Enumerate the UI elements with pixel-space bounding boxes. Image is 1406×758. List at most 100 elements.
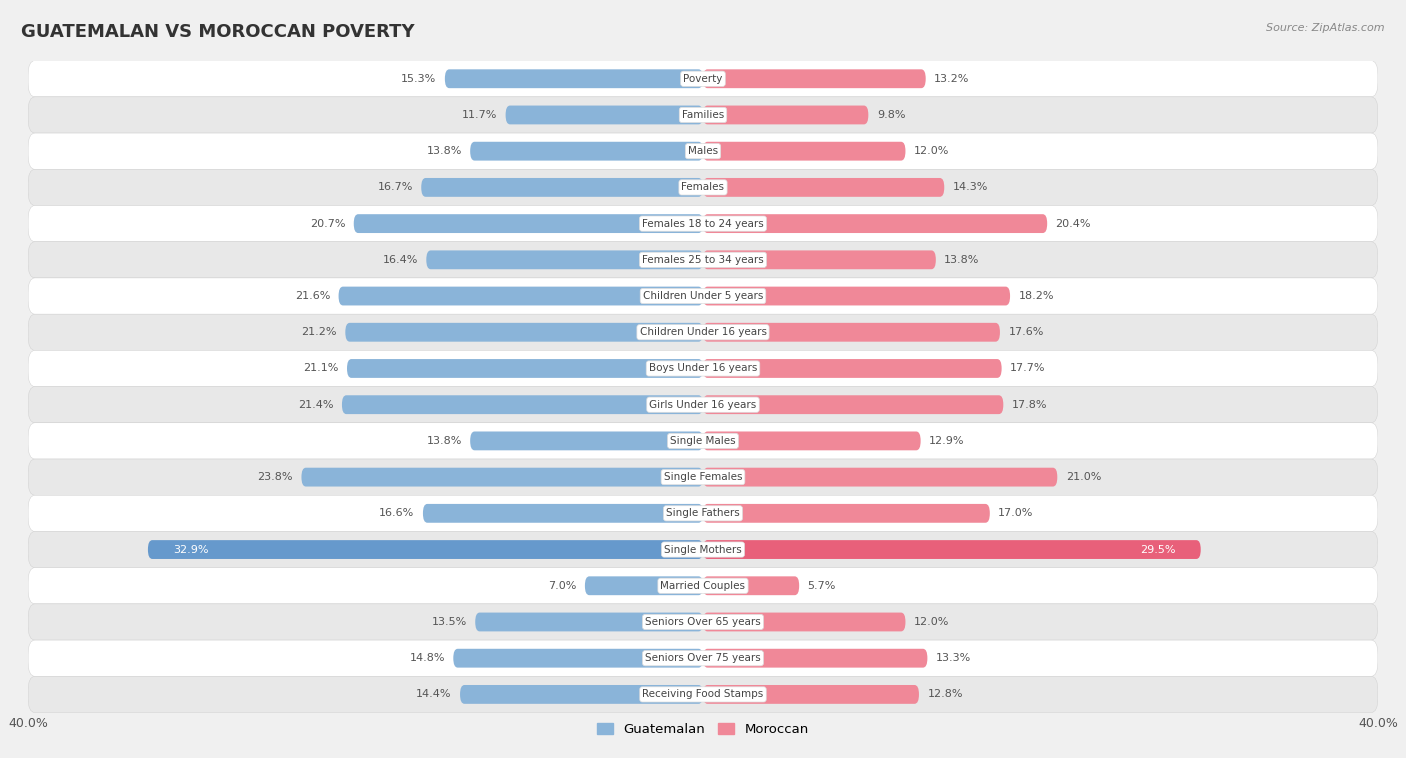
Text: Boys Under 16 years: Boys Under 16 years	[648, 364, 758, 374]
Text: Seniors Over 75 years: Seniors Over 75 years	[645, 653, 761, 663]
FancyBboxPatch shape	[475, 612, 703, 631]
Text: 11.7%: 11.7%	[461, 110, 498, 120]
Text: Single Mothers: Single Mothers	[664, 544, 742, 555]
FancyBboxPatch shape	[703, 105, 869, 124]
FancyBboxPatch shape	[28, 604, 1378, 640]
FancyBboxPatch shape	[28, 459, 1378, 495]
Text: Seniors Over 65 years: Seniors Over 65 years	[645, 617, 761, 627]
FancyBboxPatch shape	[703, 359, 1001, 378]
Text: Families: Families	[682, 110, 724, 120]
Text: 12.9%: 12.9%	[929, 436, 965, 446]
FancyBboxPatch shape	[28, 423, 1378, 459]
FancyBboxPatch shape	[703, 540, 1201, 559]
Text: 32.9%: 32.9%	[173, 544, 208, 555]
Text: 16.7%: 16.7%	[377, 183, 413, 193]
FancyBboxPatch shape	[28, 531, 1378, 568]
FancyBboxPatch shape	[703, 215, 1047, 233]
Text: 21.4%: 21.4%	[298, 399, 333, 409]
FancyBboxPatch shape	[28, 350, 1378, 387]
Text: 17.0%: 17.0%	[998, 509, 1033, 518]
FancyBboxPatch shape	[444, 69, 703, 88]
Text: 15.3%: 15.3%	[401, 74, 436, 83]
Text: Source: ZipAtlas.com: Source: ZipAtlas.com	[1267, 23, 1385, 33]
FancyBboxPatch shape	[703, 431, 921, 450]
Text: 12.0%: 12.0%	[914, 617, 949, 627]
Text: 17.8%: 17.8%	[1012, 399, 1047, 409]
FancyBboxPatch shape	[301, 468, 703, 487]
FancyBboxPatch shape	[354, 215, 703, 233]
Text: Girls Under 16 years: Girls Under 16 years	[650, 399, 756, 409]
Text: 21.0%: 21.0%	[1066, 472, 1101, 482]
Text: 18.2%: 18.2%	[1018, 291, 1054, 301]
Text: 20.7%: 20.7%	[309, 218, 346, 229]
FancyBboxPatch shape	[346, 323, 703, 342]
Text: 21.1%: 21.1%	[304, 364, 339, 374]
Text: Single Males: Single Males	[671, 436, 735, 446]
Text: 13.8%: 13.8%	[426, 436, 461, 446]
FancyBboxPatch shape	[703, 142, 905, 161]
FancyBboxPatch shape	[423, 504, 703, 523]
FancyBboxPatch shape	[426, 250, 703, 269]
Text: 13.2%: 13.2%	[934, 74, 970, 83]
Text: 12.0%: 12.0%	[914, 146, 949, 156]
FancyBboxPatch shape	[339, 287, 703, 305]
FancyBboxPatch shape	[703, 468, 1057, 487]
Text: 14.4%: 14.4%	[416, 690, 451, 700]
Text: 21.2%: 21.2%	[301, 327, 337, 337]
FancyBboxPatch shape	[703, 504, 990, 523]
Text: Females 18 to 24 years: Females 18 to 24 years	[643, 218, 763, 229]
FancyBboxPatch shape	[470, 431, 703, 450]
FancyBboxPatch shape	[28, 205, 1378, 242]
FancyBboxPatch shape	[422, 178, 703, 197]
Text: 23.8%: 23.8%	[257, 472, 292, 482]
FancyBboxPatch shape	[703, 323, 1000, 342]
FancyBboxPatch shape	[148, 540, 703, 559]
FancyBboxPatch shape	[703, 287, 1010, 305]
Legend: Guatemalan, Moroccan: Guatemalan, Moroccan	[592, 718, 814, 742]
FancyBboxPatch shape	[28, 676, 1378, 713]
Text: 14.3%: 14.3%	[953, 183, 988, 193]
FancyBboxPatch shape	[28, 495, 1378, 531]
FancyBboxPatch shape	[703, 576, 799, 595]
FancyBboxPatch shape	[28, 61, 1378, 97]
FancyBboxPatch shape	[470, 142, 703, 161]
FancyBboxPatch shape	[703, 250, 936, 269]
Text: 20.4%: 20.4%	[1056, 218, 1091, 229]
FancyBboxPatch shape	[703, 178, 945, 197]
Text: GUATEMALAN VS MOROCCAN POVERTY: GUATEMALAN VS MOROCCAN POVERTY	[21, 23, 415, 41]
Text: 17.7%: 17.7%	[1010, 364, 1046, 374]
FancyBboxPatch shape	[28, 97, 1378, 133]
Text: 7.0%: 7.0%	[548, 581, 576, 590]
FancyBboxPatch shape	[28, 314, 1378, 350]
Text: Children Under 16 years: Children Under 16 years	[640, 327, 766, 337]
FancyBboxPatch shape	[28, 568, 1378, 604]
Text: 13.5%: 13.5%	[432, 617, 467, 627]
FancyBboxPatch shape	[460, 685, 703, 704]
Text: Single Females: Single Females	[664, 472, 742, 482]
Text: 5.7%: 5.7%	[807, 581, 837, 590]
Text: Poverty: Poverty	[683, 74, 723, 83]
Text: 29.5%: 29.5%	[1140, 544, 1175, 555]
Text: 13.8%: 13.8%	[945, 255, 980, 265]
FancyBboxPatch shape	[28, 387, 1378, 423]
Text: 9.8%: 9.8%	[877, 110, 905, 120]
FancyBboxPatch shape	[28, 278, 1378, 314]
FancyBboxPatch shape	[703, 649, 928, 668]
Text: 16.4%: 16.4%	[382, 255, 418, 265]
Text: 16.6%: 16.6%	[380, 509, 415, 518]
FancyBboxPatch shape	[703, 685, 920, 704]
FancyBboxPatch shape	[703, 612, 905, 631]
FancyBboxPatch shape	[347, 359, 703, 378]
Text: Females: Females	[682, 183, 724, 193]
FancyBboxPatch shape	[28, 242, 1378, 278]
Text: 13.3%: 13.3%	[936, 653, 972, 663]
FancyBboxPatch shape	[453, 649, 703, 668]
Text: 14.8%: 14.8%	[409, 653, 444, 663]
Text: 12.8%: 12.8%	[928, 690, 963, 700]
FancyBboxPatch shape	[342, 395, 703, 414]
Text: Children Under 5 years: Children Under 5 years	[643, 291, 763, 301]
Text: Single Fathers: Single Fathers	[666, 509, 740, 518]
FancyBboxPatch shape	[703, 395, 1004, 414]
FancyBboxPatch shape	[28, 133, 1378, 169]
FancyBboxPatch shape	[703, 69, 925, 88]
